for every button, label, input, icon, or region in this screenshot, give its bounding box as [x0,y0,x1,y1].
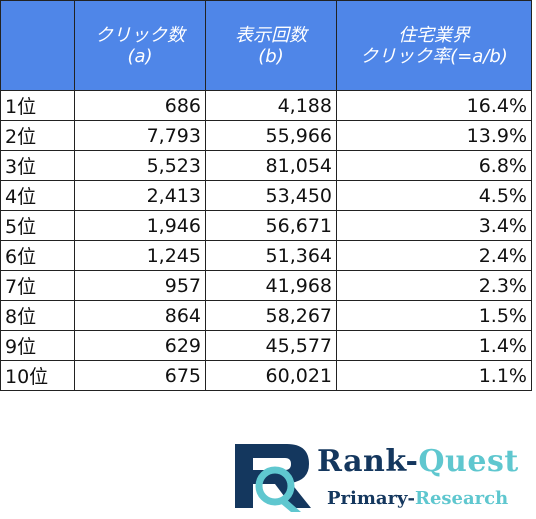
header-clicks-label: クリック数 [95,24,185,46]
impressions-cell: 56,671 [205,210,337,241]
clicks-cell: 675 [74,360,206,391]
header-clicks-sub: (a) [127,45,153,67]
ctr-cell: 6.8% [336,150,532,181]
ctr-cell: 2.4% [336,240,532,271]
header-ctr-label: 住宅業界 [398,24,470,46]
impressions-cell: 60,021 [205,360,337,391]
impressions-cell: 45,577 [205,330,337,361]
impressions-cell: 53,450 [205,180,337,211]
impressions-cell: 41,968 [205,270,337,301]
ctr-ranking-table: クリック数 (a) 表示回数 (b) 住宅業界 クリック率(=a/b) 1位 68… [0,0,532,391]
header-impressions-sub: (b) [258,45,284,67]
table-header: クリック数 (a) 表示回数 (b) 住宅業界 クリック率(=a/b) [0,0,532,91]
rank-cell: 10位 [0,360,75,391]
clicks-cell: 1,946 [74,210,206,241]
table-row: 8位 864 58,267 1.5% [0,300,532,331]
rank-cell: 1位 [0,90,75,121]
rq-logo-icon [235,444,311,512]
clicks-cell: 7,793 [74,120,206,151]
table-row: 5位 1,946 56,671 3.4% [0,210,532,241]
table-body: 1位 686 4,188 16.4% 2位 7,793 55,966 13.9% 3位 5,523… [0,90,532,391]
ctr-cell: 1.5% [336,300,532,331]
header-ctr: 住宅業界 クリック率(=a/b) [336,0,532,91]
rank-cell: 5位 [0,210,75,241]
table-row: 6位 1,245 51,364 2.4% [0,240,532,271]
header-clicks: クリック数 (a) [74,0,206,91]
rank-cell: 3位 [0,150,75,181]
table-row: 1位 686 4,188 16.4% [0,90,532,121]
rank-cell: 9位 [0,330,75,361]
ctr-cell: 1.1% [336,360,532,391]
clicks-cell: 686 [74,90,206,121]
header-rank [0,0,75,91]
header-impressions: 表示回数 (b) [205,0,337,91]
impressions-cell: 51,364 [205,240,337,271]
table-row: 4位 2,413 53,450 4.5% [0,180,532,211]
clicks-cell: 1,245 [74,240,206,271]
table-row: 3位 5,523 81,054 6.8% [0,150,532,181]
rank-cell: 2位 [0,120,75,151]
ctr-cell: 16.4% [336,90,532,121]
table-row: 10位 675 60,021 1.1% [0,360,532,391]
clicks-cell: 2,413 [74,180,206,211]
header-impressions-label: 表示回数 [235,24,307,46]
impressions-cell: 4,188 [205,90,337,121]
impressions-cell: 55,966 [205,120,337,151]
header-ctr-sub: クリック率(=a/b) [360,45,508,67]
brand-name: Rank-Quest [317,444,519,479]
table-row: 7位 957 41,968 2.3% [0,270,532,301]
ctr-cell: 1.4% [336,330,532,361]
ctr-cell: 3.4% [336,210,532,241]
clicks-cell: 629 [74,330,206,361]
table-row: 9位 629 45,577 1.4% [0,330,532,361]
impressions-cell: 58,267 [205,300,337,331]
clicks-cell: 864 [74,300,206,331]
impressions-cell: 81,054 [205,150,337,181]
rank-cell: 8位 [0,300,75,331]
ctr-cell: 2.3% [336,270,532,301]
rank-cell: 6位 [0,240,75,271]
clicks-cell: 5,523 [74,150,206,181]
rank-quest-logo: Rank-Quest Primary-Research [231,440,531,515]
ctr-cell: 13.9% [336,120,532,151]
rank-cell: 4位 [0,180,75,211]
clicks-cell: 957 [74,270,206,301]
rank-cell: 7位 [0,270,75,301]
table-row: 2位 7,793 55,966 13.9% [0,120,532,151]
ctr-cell: 4.5% [336,180,532,211]
brand-tagline: Primary-Research [327,488,509,509]
